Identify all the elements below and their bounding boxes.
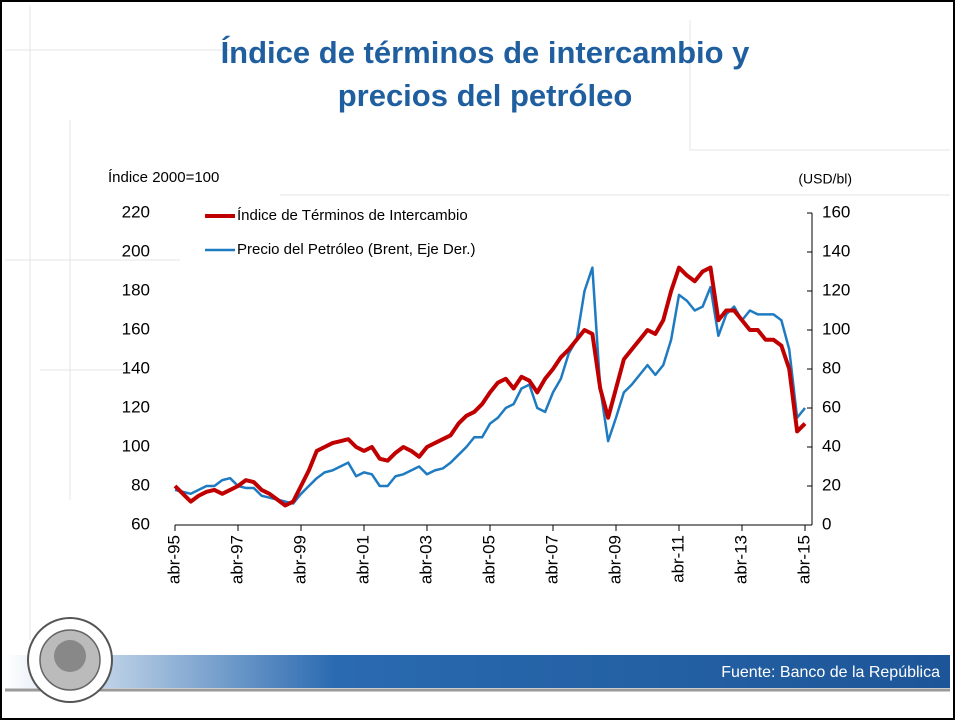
x-tick-label: abr-07	[542, 535, 561, 584]
y2-tick-label: 120	[822, 280, 850, 299]
y-tick-label: 160	[122, 319, 150, 338]
x-tick-label: abr-11	[668, 535, 687, 583]
logo	[28, 618, 112, 702]
x-tick-label: abr-05	[479, 535, 498, 584]
source: Fuente: Banco de la República	[721, 664, 940, 681]
x-tick-label: abr-15	[794, 535, 813, 584]
y2-tick-label: 80	[822, 358, 841, 377]
title: precios del petróleo	[338, 78, 633, 113]
y-tick-label: 120	[122, 397, 150, 416]
y2-tick-label: 60	[822, 397, 841, 416]
y2-axis-label: (USD/bl)	[798, 171, 852, 187]
x-tick-label: abr-09	[605, 535, 624, 584]
x-tick-label: abr-97	[227, 535, 246, 584]
x-tick-label: abr-95	[164, 535, 183, 584]
x-tick-label: abr-99	[290, 535, 309, 584]
y-axis-label: Índice 2000=100	[108, 169, 219, 186]
y-tick-label: 80	[131, 475, 150, 494]
title: Índice de términos de intercambio y	[221, 35, 751, 70]
y-tick-label: 60	[131, 514, 150, 533]
legend-label: Precio del Petróleo (Brent, Eje Der.)	[237, 241, 475, 258]
x-tick-label: abr-03	[416, 535, 435, 584]
x-tick-label: abr-01	[353, 535, 372, 584]
y2-tick-label: 160	[822, 202, 850, 221]
y2-tick-label: 0	[822, 514, 831, 533]
y-tick-label: 180	[122, 280, 150, 299]
y-tick-label: 200	[122, 241, 150, 260]
slide: Fuente: Banco de la República Índice de …	[0, 0, 955, 720]
y-tick-label: 220	[122, 202, 150, 221]
y2-tick-label: 100	[822, 319, 850, 338]
y-tick-label: 140	[122, 358, 150, 377]
x-tick-label: abr-13	[731, 535, 750, 584]
y2-tick-label: 20	[822, 475, 841, 494]
y2-tick-label: 40	[822, 436, 841, 455]
legend-label: Índice de Términos de Intercambio	[237, 207, 468, 224]
y2-tick-label: 140	[822, 241, 850, 260]
y-tick-label: 100	[122, 436, 150, 455]
